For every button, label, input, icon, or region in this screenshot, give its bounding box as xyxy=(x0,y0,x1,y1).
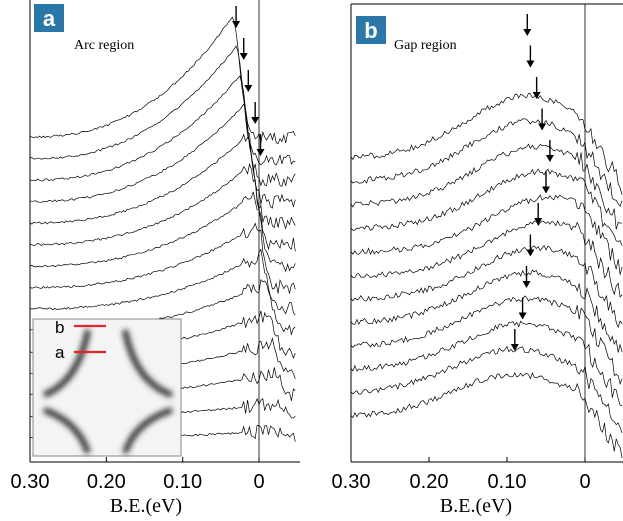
panel-b-xtick-label: 0.30 xyxy=(332,471,371,493)
peak-arrow-head xyxy=(523,29,532,36)
spectrum-curve xyxy=(351,194,623,275)
peak-arrow-head xyxy=(518,312,527,320)
spectrum-curve xyxy=(351,371,623,459)
panel-b: 0.30 0.20 0.10 0 b Gap region B.E.(eV) xyxy=(332,3,623,517)
inset-label-a: a xyxy=(55,343,65,362)
spectrum-curve xyxy=(351,168,623,246)
spectrum-curve xyxy=(30,45,296,166)
panel-a-label: a xyxy=(43,6,56,31)
peak-arrow-head xyxy=(534,218,543,225)
spectrum-curve xyxy=(351,345,623,434)
spectrum-curve xyxy=(351,244,623,329)
arc-top-left xyxy=(42,329,91,398)
peak-arrow-head xyxy=(251,117,260,124)
spectrum-curve xyxy=(30,162,296,252)
peak-arrow-head xyxy=(232,21,241,28)
panel-b-label: b xyxy=(364,18,377,43)
spectrum-curve xyxy=(351,295,623,386)
spectrum-curve xyxy=(351,92,623,195)
inset-label-b: b xyxy=(55,318,64,337)
spectrum-curve xyxy=(30,222,296,294)
panel-b-xtick-label: 0.10 xyxy=(488,471,527,493)
panel-a: 0.30 0.20 0.10 0 b a a Arc region B.E.(eV) xyxy=(11,0,300,517)
inset-map: b a xyxy=(32,318,182,457)
spectrum-curve xyxy=(351,320,623,406)
spectrum-curve xyxy=(30,133,296,230)
panel-a-xtick-label: 0.30 xyxy=(11,471,50,493)
spectrum-curve xyxy=(351,118,623,208)
fermi-arcs xyxy=(42,329,174,455)
peak-arrow-head xyxy=(510,344,519,351)
panel-a-xtick-label: 0 xyxy=(253,471,264,493)
panel-b-title: Gap region xyxy=(394,38,457,53)
peak-arrow-head xyxy=(256,149,265,156)
peak-arrow-head xyxy=(542,186,550,194)
panel-a-xtick-label: 0.20 xyxy=(87,471,126,493)
arc-bottom-left xyxy=(42,407,91,455)
peak-arrow-head xyxy=(526,60,535,68)
panel-b-xlabel: B.E.(eV) xyxy=(440,495,512,517)
spectrum-curve xyxy=(30,16,296,144)
panel-b-badge xyxy=(356,16,386,44)
panel-b-spectra xyxy=(351,92,623,459)
peak-arrow-head xyxy=(522,281,531,288)
panel-a-xtick-label: 0.10 xyxy=(163,471,202,493)
spectrum-curve xyxy=(30,75,296,187)
panel-b-xtick-label: 0 xyxy=(579,471,590,493)
peak-arrow-head xyxy=(532,92,541,99)
spectrum-curve xyxy=(30,248,296,316)
peak-arrow-head xyxy=(526,249,535,257)
peak-arrow-head xyxy=(244,85,253,92)
panel-a-title: Arc region xyxy=(74,38,134,53)
peak-arrow-head xyxy=(239,53,248,60)
panel-b-arrows xyxy=(510,14,554,351)
panel-b-ticks: 0.30 0.20 0.10 0 xyxy=(332,457,591,493)
panel-b-xtick-label: 0.20 xyxy=(410,471,449,493)
panel-a-arrows xyxy=(232,6,265,156)
arc-top-right xyxy=(122,329,174,398)
panel-a-xlabel: B.E.(eV) xyxy=(110,495,182,517)
spectrum-curve xyxy=(30,191,296,273)
panel-a-ticks: 0.30 0.20 0.10 0 xyxy=(11,457,265,493)
panel-a-badge xyxy=(34,4,64,32)
spectrum-curve xyxy=(351,220,623,298)
peak-arrow-head xyxy=(538,123,547,131)
spectrum-curve xyxy=(351,269,623,353)
peak-arrow-head xyxy=(545,155,554,162)
spectrum-curve xyxy=(351,143,623,230)
arc-bottom-right xyxy=(122,407,173,455)
